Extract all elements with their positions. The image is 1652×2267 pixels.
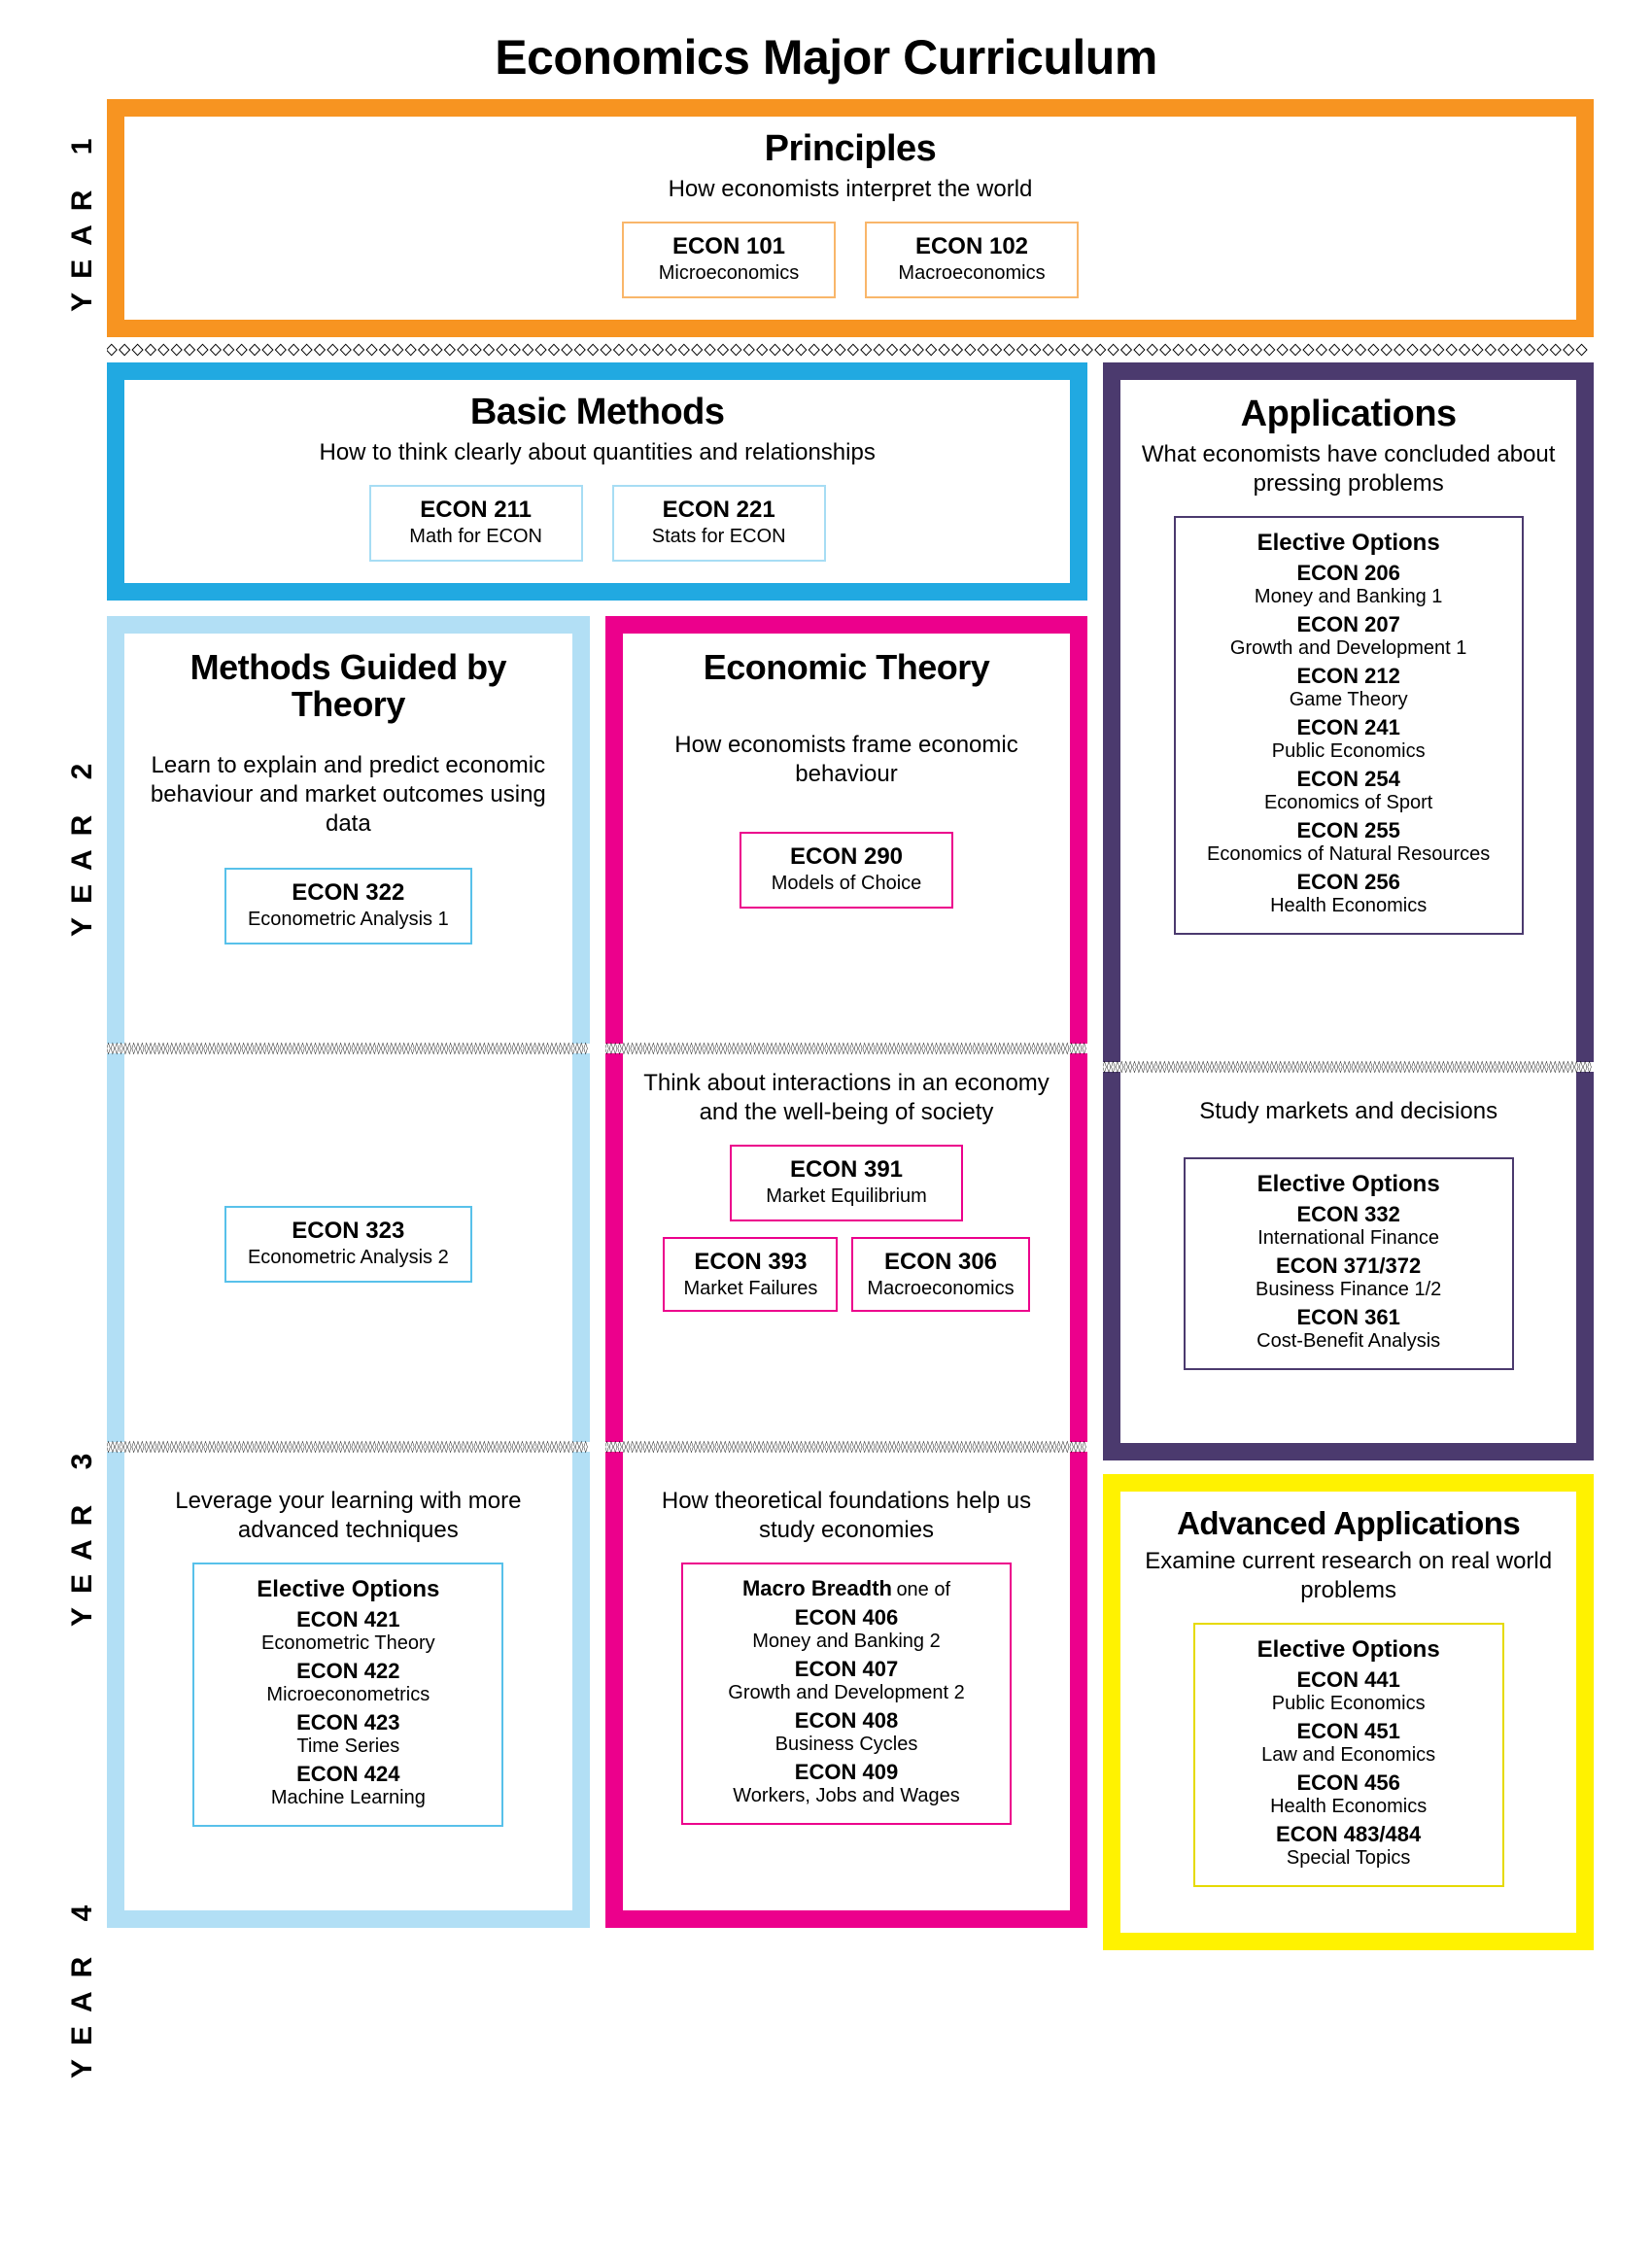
methods-theory-sub: Learn to explain and predict economic be… (144, 751, 553, 839)
elective-item: ECON 254Economics of Sport (1197, 767, 1500, 814)
elective-item: ECON 451Law and Economics (1217, 1719, 1481, 1767)
course-econ322: ECON 322 Econometric Analysis 1 (224, 868, 472, 945)
adv-applications: Advanced Applications Examine current re… (1103, 1474, 1594, 1950)
divider-methods-34 (107, 1440, 590, 1454)
elective-item: ECON 212Game Theory (1197, 664, 1500, 711)
year-3-label: YEAR 3 (58, 1324, 107, 1742)
elective-item: ECON 408Business Cycles (705, 1708, 988, 1756)
elective-item: ECON 361Cost-Benefit Analysis (1207, 1305, 1491, 1353)
econ-theory-y2: Economic Theory How economists frame eco… (605, 616, 1088, 1044)
applications-sub: What economists have concluded about pre… (1140, 440, 1557, 498)
adv-apps-electives: Elective Options ECON 441Public Economic… (1193, 1623, 1504, 1887)
methods-theory-y3: ECON 323 Econometric Analysis 2 (107, 1053, 590, 1442)
elective-item: ECON 409Workers, Jobs and Wages (705, 1760, 988, 1807)
theory-y4-electives: Macro Breadth one of ECON 406Money and B… (681, 1563, 1012, 1825)
year-2-label: YEAR 2 (58, 362, 107, 1324)
econ-theory-y3-sub: Think about interactions in an economy a… (642, 1069, 1051, 1127)
methods-theory-y2: Methods Guided by Theory Learn to explai… (107, 616, 590, 1044)
applications-title: Applications (1241, 395, 1457, 434)
applications-y2: Applications What economists have conclu… (1103, 362, 1594, 1062)
basic-methods-track: Basic Methods How to think clearly about… (107, 362, 1087, 601)
methods-theory-y4: Leverage your learning with more advance… (107, 1452, 590, 1928)
course-econ101: ECON 101 Microeconomics (622, 222, 836, 298)
course-econ290: ECON 290 Models of Choice (740, 832, 953, 909)
divider-1 (107, 343, 1594, 357)
basic-methods-sub: How to think clearly about quantities an… (319, 438, 875, 467)
elective-item: ECON 255Economics of Natural Resources (1197, 818, 1500, 866)
course-econ102: ECON 102 Macroeconomics (865, 222, 1079, 298)
econ-theory-y4: How theoretical foundations help us stud… (605, 1452, 1088, 1928)
course-econ211: ECON 211 Math for ECON (369, 485, 583, 562)
elective-item: ECON 406Money and Banking 2 (705, 1605, 988, 1653)
principles-sub: How economists interpret the world (669, 175, 1033, 204)
econ-theory-y4-sub: How theoretical foundations help us stud… (642, 1487, 1051, 1545)
divider-theory-23 (605, 1042, 1088, 1055)
page-title: Economics Major Curriculum (58, 29, 1594, 86)
applications-y3-electives: Elective Options ECON 332International F… (1184, 1157, 1514, 1370)
elective-item: ECON 456Health Economics (1217, 1770, 1481, 1818)
course-econ323: ECON 323 Econometric Analysis 2 (224, 1206, 472, 1283)
principles-title: Principles (765, 130, 937, 169)
elective-item: ECON 256Health Economics (1197, 870, 1500, 917)
elective-item: ECON 371/372Business Finance 1/2 (1207, 1254, 1491, 1301)
year-1-label: YEAR 1 (58, 99, 107, 337)
econ-theory-sub: How economists frame economic behaviour (642, 731, 1051, 789)
elective-item: ECON 206Money and Banking 1 (1197, 561, 1500, 608)
course-econ221: ECON 221 Stats for ECON (612, 485, 826, 562)
methods-y4-electives: Elective Options ECON 421Econometric The… (192, 1563, 503, 1827)
adv-apps-title: Advanced Applications (1177, 1507, 1520, 1541)
course-econ306: ECON 306 Macroeconomics (851, 1237, 1029, 1312)
applications-y2-electives: Elective Options ECON 206Money and Banki… (1174, 516, 1524, 935)
year-4-label: YEAR 4 (58, 1742, 107, 2228)
applications-y3: Study markets and decisions Elective Opt… (1103, 1072, 1594, 1460)
divider-apps-23 (1103, 1060, 1594, 1074)
methods-theory-title: Methods Guided by Theory (144, 649, 553, 723)
year-1-row: YEAR 1 Principles How economists interpr… (58, 99, 1594, 337)
econ-theory-title: Economic Theory (704, 649, 990, 686)
course-econ393: ECON 393 Market Failures (663, 1237, 838, 1312)
elective-item: ECON 332International Finance (1207, 1202, 1491, 1250)
adv-apps-sub: Examine current research on real world p… (1140, 1547, 1557, 1605)
course-econ391: ECON 391 Market Equilibrium (730, 1145, 963, 1221)
econ-theory-y3: Think about interactions in an economy a… (605, 1053, 1088, 1442)
elective-item: ECON 407Growth and Development 2 (705, 1657, 988, 1704)
elective-item: ECON 441Public Economics (1217, 1667, 1481, 1715)
principles-track: Principles How economists interpret the … (107, 99, 1594, 337)
divider-methods-23 (107, 1042, 590, 1055)
elective-item: ECON 422Microeconometrics (216, 1659, 480, 1706)
applications-y3-sub: Study markets and decisions (1199, 1097, 1497, 1126)
elective-item: ECON 207Growth and Development 1 (1197, 612, 1500, 660)
divider-theory-34 (605, 1440, 1088, 1454)
elective-item: ECON 241Public Economics (1197, 715, 1500, 763)
elective-item: ECON 424Machine Learning (216, 1762, 480, 1809)
elective-item: ECON 421Econometric Theory (216, 1607, 480, 1655)
methods-theory-y4-sub: Leverage your learning with more advance… (144, 1487, 553, 1545)
elective-item: ECON 423Time Series (216, 1710, 480, 1758)
basic-methods-title: Basic Methods (470, 394, 725, 432)
elective-item: ECON 483/484Special Topics (1217, 1822, 1481, 1870)
